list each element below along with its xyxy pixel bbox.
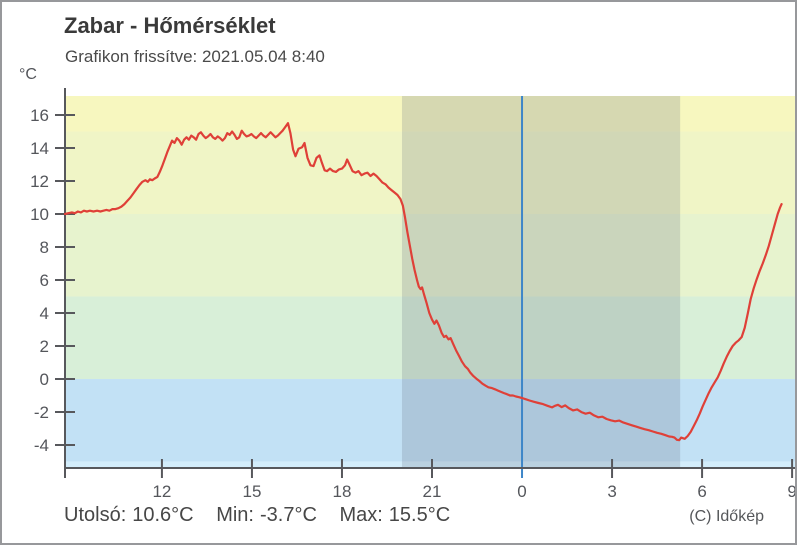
min-temperature-stat: Min: -3.7°C xyxy=(216,504,317,526)
y-tick-label: 14 xyxy=(30,139,49,158)
y-tick-label: 0 xyxy=(40,370,49,389)
y-tick-label: -2 xyxy=(34,403,49,422)
temperature-band xyxy=(65,296,796,380)
night-shading xyxy=(401,96,681,468)
summary-stats: Utolsó: 10.6°C Min: -3.7°C Max: 15.5°C xyxy=(64,504,467,527)
temperature-band xyxy=(65,96,796,132)
x-tick-label: 3 xyxy=(607,482,616,501)
temperature-band xyxy=(65,379,796,462)
y-tick-label: 8 xyxy=(40,238,49,257)
y-tick-label: 2 xyxy=(40,337,49,356)
last-value: 10.6°C xyxy=(132,504,194,526)
min-value: -3.7°C xyxy=(259,504,317,526)
min-label: Min: xyxy=(216,504,254,526)
y-tick-label: -4 xyxy=(34,436,49,455)
x-tick-label: 9 xyxy=(787,482,796,501)
temperature-band xyxy=(65,131,796,215)
temperature-line xyxy=(63,122,783,442)
max-temperature-stat: Max: 15.5°C xyxy=(339,504,450,526)
y-axis-unit-label: °C xyxy=(19,66,37,83)
x-tick-label: 21 xyxy=(423,482,442,501)
copyright-attribution: (C) Időkép xyxy=(689,508,764,525)
last-temperature-stat: Utolsó: 10.6°C xyxy=(64,504,194,526)
y-tick-label: 6 xyxy=(40,271,49,290)
x-tick-label: 12 xyxy=(152,482,171,501)
max-label: Max: xyxy=(339,504,383,526)
chart-updated-subtitle: Grafikon frissítve: 2021.05.04 8:40 xyxy=(65,47,325,66)
y-tick-label: 12 xyxy=(30,172,49,191)
max-value: 15.5°C xyxy=(388,504,451,526)
page-title: Zabar - Hőmérséklet xyxy=(64,13,276,38)
last-label: Utolsó: xyxy=(64,504,127,526)
y-tick-label: 10 xyxy=(30,205,49,224)
x-tick-label: 18 xyxy=(333,482,352,501)
x-tick-label: 0 xyxy=(517,482,526,501)
y-tick-label: 16 xyxy=(30,106,49,125)
x-tick-label: 15 xyxy=(242,482,261,501)
temperature-band xyxy=(65,461,796,468)
x-tick-label: 6 xyxy=(697,482,706,501)
temperature-band xyxy=(65,214,796,297)
y-tick-label: 4 xyxy=(40,304,49,323)
